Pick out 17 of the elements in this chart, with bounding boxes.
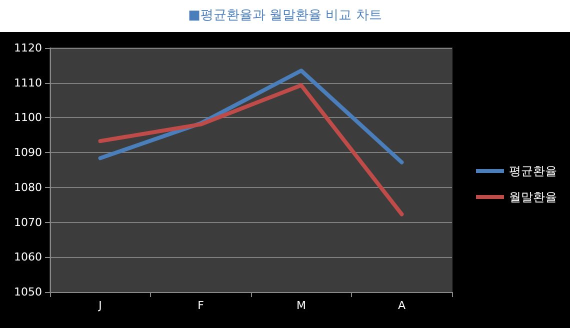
y-tick-label: 1050 [14,286,42,298]
line-series [98,83,404,216]
y-tick-label: 1100 [14,111,42,124]
y-tick-label: 1070 [14,216,42,229]
legend-label: 평균환율 [509,164,557,178]
y-tick-label: 1090 [14,146,42,160]
chart-title: ■평균환율과 월말환율 비교 차트 [188,8,382,23]
x-tick-label: J [98,299,102,312]
line-series [98,68,404,164]
x-tick-label: F [198,299,204,312]
y-tick-label: 1060 [14,250,42,264]
y-tick-label: 1120 [14,42,42,54]
x-tick-label: M [296,299,306,312]
x-tick-label: A [398,299,406,312]
y-tick-label: 1080 [14,180,42,194]
y-tick-label: 1110 [14,76,42,90]
legend-label: 월말환율 [509,190,557,204]
